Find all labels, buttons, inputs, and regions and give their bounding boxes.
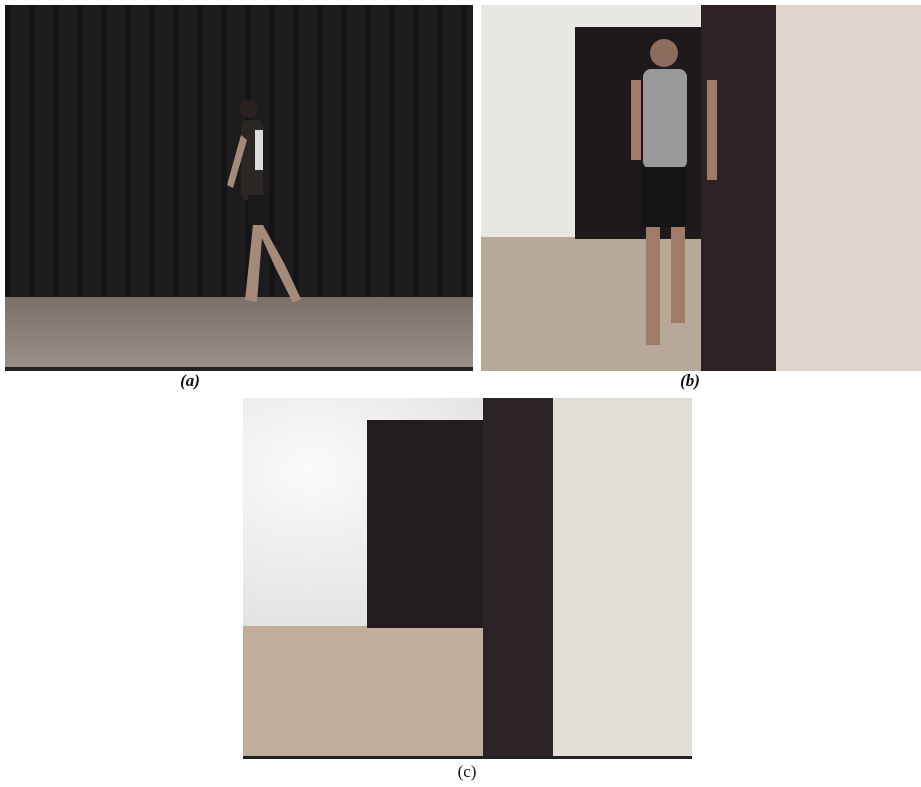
caption-a: (a) xyxy=(180,371,200,390)
photo-b xyxy=(481,5,921,371)
walker xyxy=(631,39,717,345)
photo-c xyxy=(243,398,692,759)
caption-c: (c) xyxy=(457,762,477,781)
walker xyxy=(227,100,301,303)
photo-a xyxy=(5,5,473,371)
caption-b: (b) xyxy=(680,371,700,390)
